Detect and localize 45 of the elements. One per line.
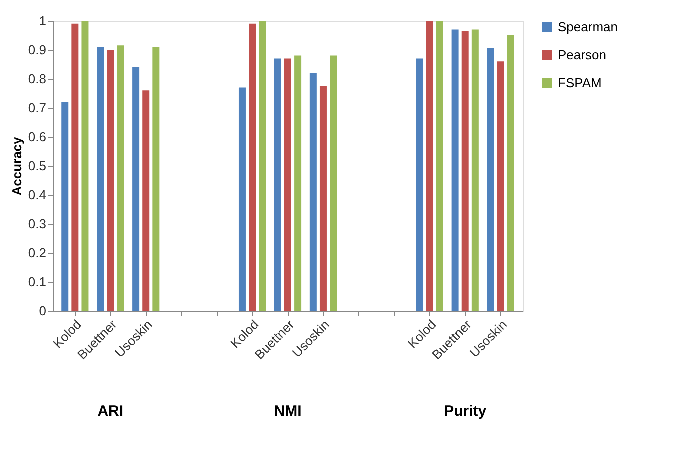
y-tick-label: 1: [39, 14, 46, 28]
y-tick-label: 0.2: [28, 246, 46, 260]
bar: [62, 102, 69, 311]
legend-label: Spearman: [558, 20, 618, 34]
y-tick-label: 0.9: [28, 42, 46, 58]
y-tick-label: 0.1: [28, 274, 46, 290]
y-tick-label: 0: [39, 304, 46, 318]
bar: [310, 73, 317, 311]
bar: [259, 21, 266, 311]
bar: [107, 50, 114, 311]
bar: [132, 67, 140, 311]
y-tick-label: 0.3: [28, 216, 46, 232]
y-axis-title: Accuracy: [9, 136, 24, 196]
bar: [142, 90, 150, 311]
bar: [436, 21, 444, 311]
bar: [284, 58, 292, 311]
bar: [238, 88, 246, 311]
bar: [152, 47, 160, 311]
y-tick-label: 0.8: [28, 72, 46, 86]
bar: [320, 86, 327, 311]
text: Purity: [444, 403, 488, 420]
bar: [416, 58, 424, 311]
legend-label: FSPAM: [558, 76, 602, 90]
bar: [426, 21, 434, 311]
y-tick-label: 0.4: [28, 188, 46, 202]
text: NMI: [274, 403, 302, 420]
legend-label: Pearson: [558, 48, 606, 62]
y-tick-label: 0.7: [28, 100, 46, 116]
bar: [249, 24, 256, 311]
bar: [452, 30, 459, 311]
bar: [97, 47, 104, 311]
bar: [117, 46, 124, 311]
y-tick-label: 0.6: [28, 130, 46, 144]
bar: [82, 21, 89, 311]
text: ARI: [98, 403, 124, 420]
y-tick-label: 0.5: [28, 158, 46, 174]
bar: [72, 24, 79, 311]
bar: [507, 36, 514, 311]
bar: [274, 58, 282, 311]
bar: [472, 30, 479, 311]
bar: [462, 31, 469, 311]
bar: [330, 56, 338, 311]
bar: [294, 56, 302, 311]
bar: [487, 48, 494, 311]
bar: [497, 62, 504, 311]
